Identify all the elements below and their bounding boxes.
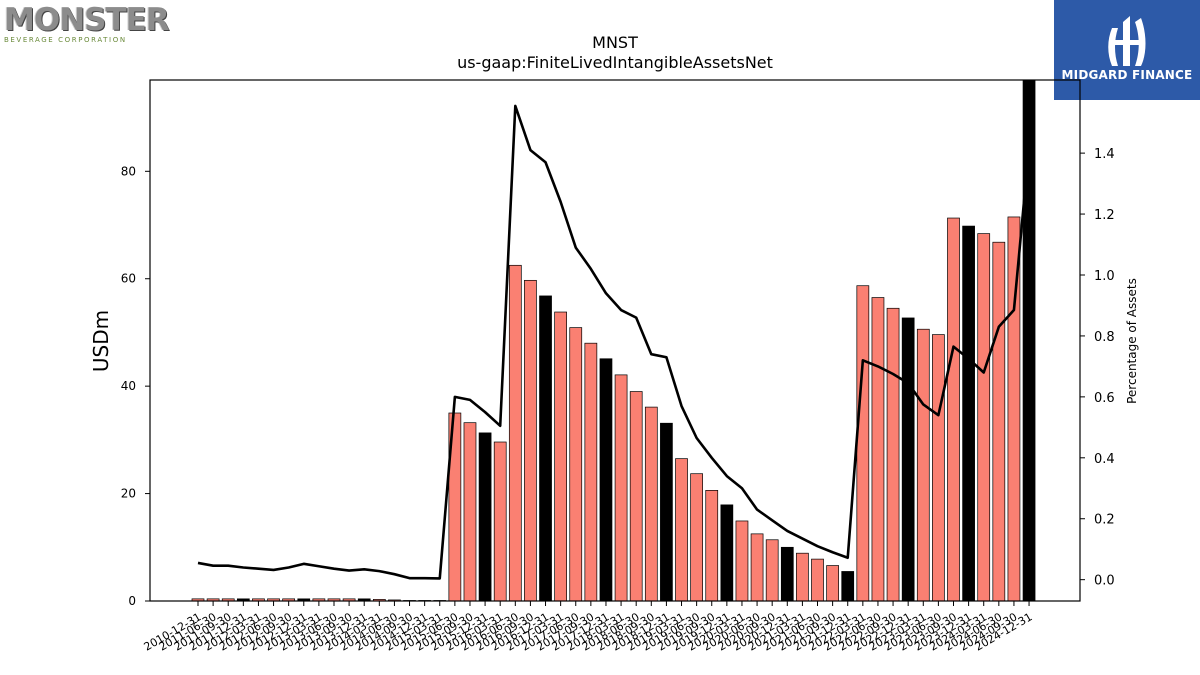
midgard-emblem-icon: [1108, 16, 1146, 66]
bar-2020-09-30: [765, 539, 779, 602]
bar-2019-03-31: [675, 458, 688, 602]
bar-2016-12-31: [539, 295, 552, 602]
bar-2020-06-30: [750, 533, 764, 602]
bar-2018-09-30: [644, 406, 658, 602]
left-axis: 0 20 40 60 80: [121, 164, 150, 608]
bar-2016-09-30: [524, 279, 537, 602]
y-axis-label: USDm: [89, 310, 113, 372]
bar-2023-06-30: [932, 334, 945, 602]
percentage-line: [197, 104, 1031, 580]
bar-2022-09-30: [886, 307, 900, 602]
chart-title: MNST: [592, 33, 638, 52]
bar-2021-06-30: [811, 558, 824, 602]
plot-frame: [149, 79, 1081, 602]
bar-2024-06-30: [992, 241, 1006, 602]
monster-logo-word: MONSTER: [4, 2, 170, 38]
bar-2022-12-31: [901, 317, 915, 602]
bar-2015-12-31: [478, 432, 492, 602]
bar-2020-12-31: [780, 546, 794, 602]
bar-2022-06-30: [871, 297, 885, 602]
midgard-logo-name: MIDGARD FINANCE: [1061, 68, 1193, 82]
bar-2023-09-30: [947, 217, 960, 602]
chart-subtitle: us-gaap:FiniteLivedIntangibleAssetsNet: [457, 53, 773, 72]
y2-tick-label: 0.4: [1094, 452, 1115, 467]
bar-2020-03-31: [735, 520, 749, 602]
bar-2018-03-31: [614, 374, 628, 602]
bar-2017-06-30: [569, 327, 583, 602]
monster-logo: MONSTER BEVERAGE CORPORATION: [4, 2, 170, 46]
y-tick-label: 80: [121, 164, 136, 178]
y2-tick-label: 1.0: [1094, 269, 1115, 284]
bar-2021-12-31: [841, 571, 855, 602]
bar-2018-06-30: [629, 391, 643, 602]
y2-tick-label: 0.2: [1094, 513, 1115, 528]
y2-tick-label: 1.4: [1094, 147, 1115, 162]
bar-2019-12-31: [720, 504, 734, 602]
bar-2017-12-31: [599, 358, 613, 602]
line-series: [197, 104, 1031, 580]
bar-2016-03-31: [493, 441, 507, 602]
bar-2018-12-31: [660, 422, 673, 602]
bar-2017-03-31: [554, 311, 567, 602]
y2-tick-label: 0.6: [1094, 391, 1115, 406]
y-tick-label: 20: [121, 487, 136, 501]
bar-2015-09-30: [463, 422, 477, 602]
bar-2024-03-31: [977, 233, 991, 602]
y-tick-label: 0: [128, 594, 136, 608]
y-tick-label: 60: [121, 272, 136, 286]
bar-2023-12-31: [962, 225, 975, 602]
y-tick-label: 40: [121, 379, 136, 393]
midgard-finance-logo: MIDGARD FINANCE: [1054, 0, 1200, 100]
bar-2023-03-31: [916, 328, 930, 602]
bar-2021-03-31: [796, 552, 809, 602]
monster-logo-subtitle: BEVERAGE CORPORATION: [4, 36, 127, 44]
x-axis: 2010-12-312011-06-302011-09-302011-12-31…: [142, 601, 1035, 654]
y2-tick-label: 0.8: [1094, 330, 1115, 345]
right-axis: 0.0 0.2 0.4 0.6 0.8 1.0 1.2 1.4: [1080, 147, 1115, 589]
bar-2019-09-30: [705, 490, 719, 602]
bar-2017-09-30: [584, 342, 598, 602]
y2-axis-label: Percentage of Assets: [1125, 278, 1139, 404]
y2-tick-label: 1.2: [1094, 208, 1115, 223]
bar-2019-06-30: [690, 473, 703, 602]
bar-2016-06-30: [508, 264, 522, 602]
y2-tick-label: 0.0: [1094, 574, 1115, 589]
bar-2022-03-31: [856, 285, 870, 602]
bar-series: [191, 79, 1036, 602]
bar-2021-09-30: [826, 565, 839, 602]
